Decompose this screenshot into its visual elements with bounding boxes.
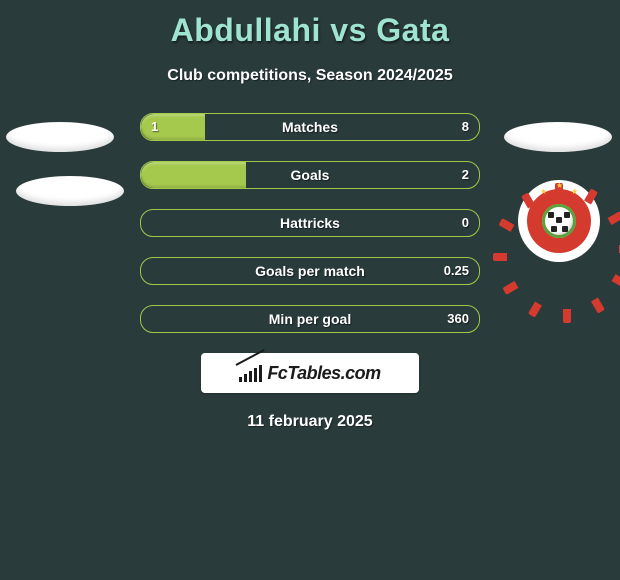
bar-row: Goals per match0.25 xyxy=(140,257,480,285)
brand-text: FcTables.com xyxy=(267,363,380,384)
bar-label: Min per goal xyxy=(141,306,479,332)
date-label: 11 february 2025 xyxy=(0,413,620,431)
badge-gear: ★ ★ ★ xyxy=(527,189,591,253)
bar-value-right: 2 xyxy=(462,162,469,188)
bar-value-right: 0.25 xyxy=(444,258,469,284)
brand-logo[interactable]: FcTables.com xyxy=(201,353,419,393)
left-avatar-1 xyxy=(6,122,114,152)
right-avatar-1 xyxy=(504,122,612,152)
bar-label: Goals xyxy=(141,162,479,188)
bar-chart-icon xyxy=(239,364,261,382)
bar-value-right: 0 xyxy=(462,210,469,236)
left-avatar-2 xyxy=(16,176,124,206)
comparison-bars: 1Matches8 Goals2 Hattricks0 Goals per match… xyxy=(140,113,480,333)
subtitle: Club competitions, Season 2024/2025 xyxy=(0,67,620,85)
bar-row: Min per goal360 xyxy=(140,305,480,333)
bar-label: Goals per match xyxy=(141,258,479,284)
bar-label: Hattricks xyxy=(141,210,479,236)
bar-row: Hattricks0 xyxy=(140,209,480,237)
bar-row: Goals2 xyxy=(140,161,480,189)
page-title: Abdullahi vs Gata xyxy=(0,0,620,49)
bar-value-right: 8 xyxy=(462,114,469,140)
bar-row: 1Matches8 xyxy=(140,113,480,141)
bar-label: Matches xyxy=(141,114,479,140)
right-team-badge: ★ ★ ★ xyxy=(518,180,600,262)
bar-value-right: 360 xyxy=(447,306,469,332)
